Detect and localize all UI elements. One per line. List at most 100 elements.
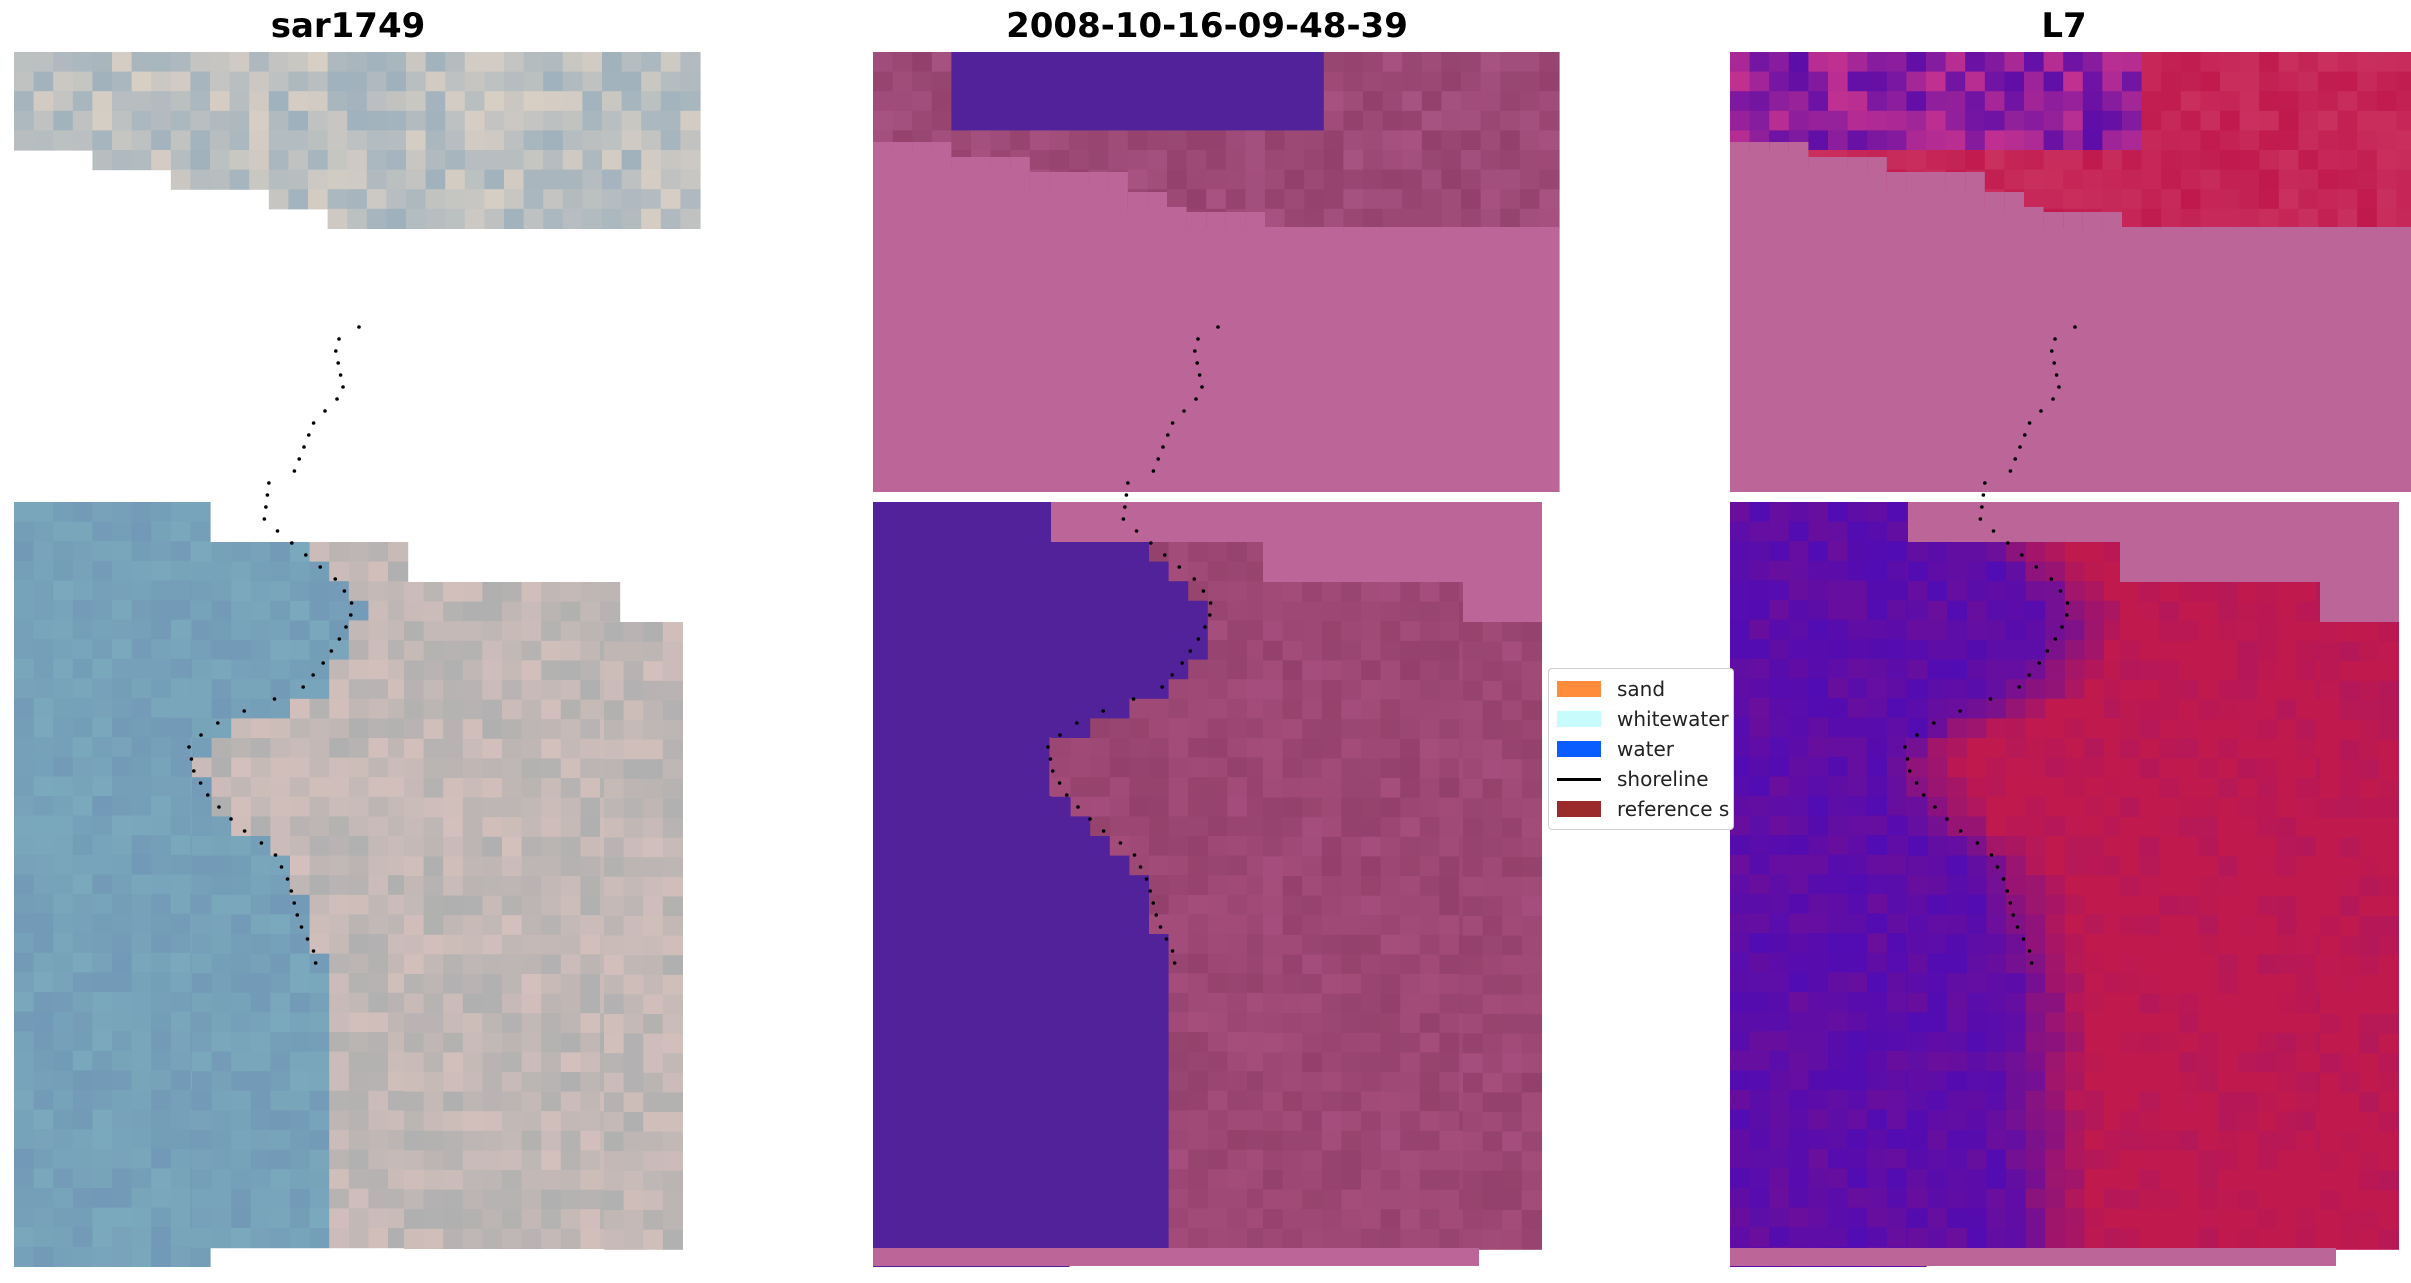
- raster-cell: [2296, 1091, 2317, 1112]
- raster-cell: [1828, 502, 1849, 523]
- raster-cell: [2064, 1012, 2085, 1033]
- raster-cell: [1149, 679, 1170, 700]
- raster-cell: [541, 817, 562, 838]
- raster-cell: [2084, 1130, 2105, 1151]
- raster-cell: [1188, 620, 1209, 641]
- raster-cell: [1908, 1090, 1929, 1111]
- raster-cell: [623, 759, 644, 780]
- raster-cell: [1109, 757, 1130, 778]
- raster-cell: [504, 110, 525, 131]
- raster-cell: [462, 758, 483, 779]
- raster-cell: [1282, 660, 1303, 681]
- raster-cell: [92, 874, 113, 895]
- raster-cell: [1906, 71, 1927, 92]
- raster-cell: [2257, 1052, 2278, 1073]
- raster-cell: [1188, 914, 1209, 935]
- raster-cell: [2025, 738, 2046, 759]
- raster-cell: [1439, 797, 1460, 818]
- raster-cell: [504, 150, 525, 171]
- raster-cell: [1788, 600, 1809, 621]
- raster-cell: [1984, 110, 2005, 131]
- raster-cell: [404, 719, 425, 740]
- raster-cell: [1168, 973, 1189, 994]
- raster-cell: [2378, 641, 2399, 662]
- raster-cell: [1051, 1149, 1072, 1170]
- raster-cell: [1129, 659, 1150, 680]
- raster-cell: [2220, 71, 2241, 92]
- raster-cell: [33, 1227, 54, 1248]
- raster-cell: [643, 1033, 664, 1054]
- raster-cell: [2178, 934, 2199, 955]
- raster-cell: [1149, 953, 1170, 974]
- raster-cell: [2198, 934, 2219, 955]
- raster-cell: [1886, 150, 1907, 171]
- raster-cell: [211, 1051, 232, 1072]
- raster-cell: [1439, 1091, 1460, 1112]
- raster-cell: [270, 1149, 291, 1170]
- raster-cell: [1419, 660, 1440, 681]
- raster-cell: [1441, 71, 1462, 92]
- raster-cell: [1730, 1148, 1751, 1169]
- raster-cell: [1947, 679, 1968, 700]
- raster-cell: [1070, 1090, 1091, 1111]
- raster-cell: [1749, 854, 1770, 875]
- raster-cell: [2239, 189, 2260, 210]
- raster-cell: [1947, 1130, 1968, 1151]
- raster-cell: [680, 91, 701, 112]
- raster-cell: [2200, 71, 2221, 92]
- raster-cell: [2084, 1110, 2105, 1131]
- shoreline-dot: [1978, 517, 1983, 521]
- shoreline-dot: [1158, 925, 1163, 929]
- no-data-region: [1482, 502, 1503, 622]
- raster-cell: [1947, 992, 1968, 1013]
- raster-cell: [2064, 836, 2085, 857]
- raster-cell: [1149, 561, 1170, 582]
- raster-cell: [1341, 1150, 1362, 1171]
- raster-cell: [53, 91, 74, 112]
- raster-cell: [2006, 620, 2027, 641]
- raster-cell: [482, 660, 503, 681]
- raster-cell: [1886, 1031, 1907, 1052]
- raster-cell: [951, 619, 972, 640]
- raster-cell: [482, 1052, 503, 1073]
- raster-cell: [2339, 1131, 2360, 1152]
- raster-cell: [1029, 1129, 1050, 1150]
- raster-cell: [1730, 1129, 1751, 1150]
- raster-cell: [368, 542, 389, 563]
- no-data-region: [1129, 502, 1150, 542]
- raster-cell: [1168, 1228, 1189, 1249]
- shoreline-dot: [334, 349, 338, 353]
- raster-cell: [1521, 1014, 1542, 1035]
- raster-cell: [2320, 680, 2341, 701]
- raster-cell: [1090, 1169, 1111, 1190]
- raster-cell: [1361, 876, 1382, 897]
- raster-cell: [1282, 915, 1303, 936]
- raster-cell: [1109, 855, 1130, 876]
- raster-cell: [1521, 837, 1542, 858]
- no-data-region: [1439, 502, 1460, 582]
- raster-cell: [2198, 974, 2219, 995]
- raster-cell: [2296, 1032, 2317, 1053]
- raster-cell: [2276, 1052, 2297, 1073]
- raster-cell: [931, 835, 952, 856]
- raster-cell: [151, 130, 172, 151]
- raster-cell: [1010, 913, 1031, 934]
- raster-cell: [580, 1091, 601, 1112]
- raster-cell: [1463, 857, 1484, 878]
- raster-cell: [873, 796, 894, 817]
- raster-cell: [521, 974, 542, 995]
- raster-cell: [131, 658, 152, 679]
- no-data-region: [1088, 172, 1109, 492]
- raster-cell: [662, 680, 683, 701]
- raster-cell: [72, 678, 93, 699]
- raster-cell: [1847, 1168, 1868, 1189]
- no-data-region: [1463, 502, 1484, 622]
- raster-cell: [2357, 52, 2378, 73]
- raster-cell: [443, 856, 464, 877]
- raster-cell: [2218, 856, 2239, 877]
- raster-cell: [2064, 1032, 2085, 1053]
- shoreline-dot: [2057, 385, 2061, 389]
- raster-cell: [1439, 1032, 1460, 1053]
- raster-cell: [92, 619, 113, 640]
- raster-cell: [1502, 661, 1523, 682]
